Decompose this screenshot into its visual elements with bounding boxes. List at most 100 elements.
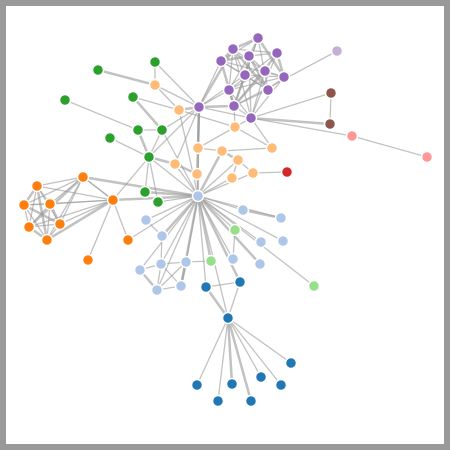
node xyxy=(168,157,182,171)
node xyxy=(199,280,213,294)
edge xyxy=(178,109,199,197)
edge xyxy=(196,195,242,283)
node xyxy=(142,150,156,164)
edge xyxy=(227,317,282,386)
node xyxy=(192,100,206,114)
edge xyxy=(250,92,332,119)
edge xyxy=(97,68,156,87)
edge xyxy=(196,106,201,149)
node xyxy=(254,235,268,249)
node xyxy=(226,252,240,266)
node xyxy=(150,283,164,297)
node xyxy=(214,54,228,68)
edge xyxy=(28,176,84,228)
node xyxy=(133,263,147,277)
node xyxy=(190,167,204,181)
edge xyxy=(198,106,252,119)
edge xyxy=(232,48,278,54)
edge xyxy=(198,74,246,108)
edge xyxy=(227,317,292,364)
node xyxy=(204,254,218,268)
edge xyxy=(160,195,199,265)
node xyxy=(148,78,162,92)
node xyxy=(191,141,205,155)
node xyxy=(420,150,434,164)
node xyxy=(191,189,205,203)
node xyxy=(106,193,120,207)
node xyxy=(148,55,162,69)
node xyxy=(91,63,105,77)
node xyxy=(151,195,165,209)
edge xyxy=(139,195,199,271)
node xyxy=(345,129,359,143)
edge xyxy=(226,317,234,385)
node xyxy=(323,117,337,131)
edge xyxy=(196,317,229,386)
edge xyxy=(250,76,285,119)
edge xyxy=(46,198,114,242)
edge xyxy=(23,204,48,241)
node xyxy=(40,233,54,247)
edge xyxy=(112,156,150,201)
edge xyxy=(174,106,200,165)
node xyxy=(227,99,241,113)
node xyxy=(244,394,258,408)
node xyxy=(30,179,44,193)
edge xyxy=(227,281,241,319)
nodes xyxy=(17,31,434,408)
edge xyxy=(148,156,159,203)
node xyxy=(131,123,145,137)
edge xyxy=(148,156,199,197)
edge xyxy=(154,84,200,108)
node xyxy=(225,171,239,185)
node xyxy=(190,378,204,392)
node xyxy=(226,42,240,56)
node xyxy=(17,198,31,212)
node xyxy=(174,279,188,293)
edge xyxy=(148,106,200,158)
node xyxy=(265,141,279,155)
edge xyxy=(232,48,269,91)
node xyxy=(139,213,153,227)
node xyxy=(324,86,338,100)
edge xyxy=(250,117,353,137)
edge xyxy=(36,176,84,187)
edge xyxy=(197,172,254,197)
node xyxy=(172,103,186,117)
edge xyxy=(132,96,163,131)
node xyxy=(270,46,284,60)
edge xyxy=(228,52,278,91)
node xyxy=(284,356,298,370)
edge xyxy=(196,150,224,197)
node xyxy=(155,229,169,243)
edge xyxy=(145,195,199,221)
node xyxy=(258,64,272,78)
edge xyxy=(197,126,236,149)
edge xyxy=(197,195,284,242)
edge xyxy=(49,199,114,205)
node xyxy=(274,211,288,225)
edge xyxy=(132,96,180,111)
edge xyxy=(82,175,199,198)
edge xyxy=(156,195,199,291)
edge xyxy=(112,199,129,241)
node xyxy=(22,220,36,234)
node xyxy=(231,153,245,167)
node xyxy=(242,49,256,63)
node xyxy=(251,31,265,45)
edge xyxy=(64,99,139,131)
node xyxy=(253,257,267,271)
edge xyxy=(221,147,273,152)
node xyxy=(155,123,169,137)
node xyxy=(228,223,242,237)
edge xyxy=(197,195,236,231)
edge xyxy=(250,116,331,126)
node xyxy=(126,90,140,104)
edge xyxy=(28,185,38,228)
edge xyxy=(178,109,236,128)
edge xyxy=(82,176,114,201)
edge xyxy=(234,126,273,149)
node xyxy=(154,257,168,271)
